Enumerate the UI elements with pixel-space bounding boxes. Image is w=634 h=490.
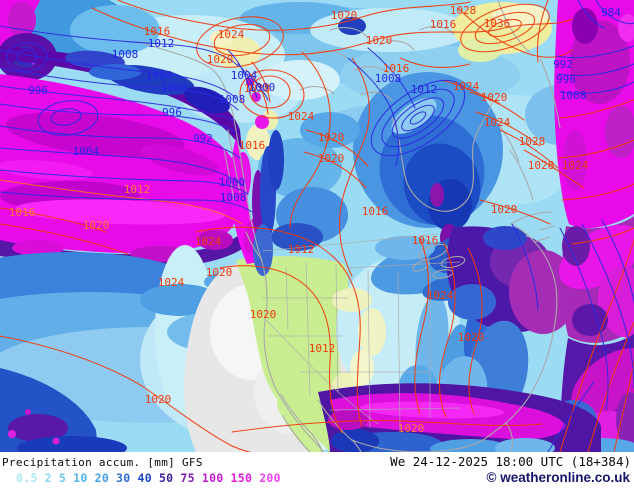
legend-value: 50 [158,471,174,485]
isobar-label: 1036 [484,17,511,30]
isobar-label: 1028 [450,4,477,17]
isobar-blue-layer [0,0,634,452]
isobar-label: 1020 [398,422,425,435]
copyright-label: © weatheronline.co.uk [486,470,630,485]
isobar-label: 1016 [362,205,389,218]
isobar-label: 1024 [158,276,185,289]
precip-scale-legend: 0.5 2 5 10 20 30 40 50 75 100 150 200 [16,471,281,485]
isobar-label: 1020 [481,91,508,104]
footer: Precipitation accum. [mm] GFS We 24-12-2… [0,452,634,490]
isobar-label: 1000 [249,81,276,94]
legend-value: 30 [116,471,131,485]
isobar-label: 1012 [411,83,438,96]
isobar-label-layer: 1016 102410201020101610281036102010281024… [9,4,622,435]
isobar-label: 1020 [318,152,345,165]
isobar-label: 996 [28,84,48,97]
isobar-label: 1020 [318,131,345,144]
isobar-label: 1024 [195,235,222,248]
isobar-label: 1016 [239,139,266,152]
isobar-label: 992 [553,58,573,71]
precipitation-map: 1016 1024 1020 1020 1016 1028 1036 1020 1028 1024… [0,0,634,452]
isobar-label: 1020 [331,9,358,22]
isobar-label: 1012 [148,37,175,50]
map-canvas: 1016 102410201020101610281036102010281024… [0,0,634,452]
isobar-label: 1016 [383,62,410,75]
isobar-label: 1024 [453,80,480,93]
isobar-label: 984 [601,6,621,19]
isobar-label: 1024 [288,110,315,123]
isobar-label: 1020 [83,219,110,232]
valid-time-label: We 24-12-2025 18:00 UTC (18+384) [390,454,631,469]
isobar-label: 1020 [207,53,234,66]
isobar-label: 1016 [430,18,457,31]
isobar-label: 1012 [309,342,336,355]
isobar-label: 1024 [484,116,511,129]
isobar-label: 1020 [250,308,277,321]
isobar-label: 1028 [244,82,271,95]
isobar-label: 1024 [562,159,589,172]
legend-value: 10 [73,471,88,485]
isobar-label: 1000 [219,176,246,189]
footer-title-row: Precipitation accum. [mm] GFS We 24-12-2… [0,452,634,469]
isobar-label: 1008 [112,48,139,61]
coastline-layer [139,0,561,452]
isobar-label: 1016 [412,234,439,247]
legend-value: 40 [137,471,152,485]
legend-value: 2 [44,471,52,485]
isobar-label: 1020 [206,266,233,279]
legend-value: 5 [58,471,67,485]
isobar-label: 1008 [375,72,402,85]
isobar-label: 1016 [9,206,36,219]
isobar-label: 1016 [144,25,171,38]
isobar-label: 1008 [220,191,247,204]
isobar-red-layer [0,0,634,452]
isobar-label: 1028 [519,135,546,148]
footer-legend-row: 0.5 2 5 10 20 30 40 50 75 100 150 200 © weatheronli… [0,469,634,485]
isobar-label: 1028 [528,159,555,172]
isobar-label: 996 [162,106,182,119]
legend-value: 20 [94,471,110,485]
isobar-label: 1004 [146,69,173,82]
legend-value: 100 [201,471,224,485]
isobar-label: 1004 [73,145,100,158]
isobar-label: 1020 [366,34,393,47]
isobar-label: 1020 [458,331,485,344]
isobar-label: 1008 [560,89,587,102]
isobar-label: 1024 [427,289,454,302]
isobar-label: 1004 [231,69,258,82]
isobar-label: 1024 [218,28,245,41]
isobar-label: 1012 [124,183,151,196]
isobar-label: 1020 [145,393,172,406]
isobar-label: 1020 [491,203,518,216]
legend-value: 0.5 [16,471,38,485]
legend-value: 200 [259,471,281,485]
isobar-label: 1000 [161,81,188,94]
legend-value: 150 [230,471,253,485]
isobar-label: 1008 [219,93,246,106]
isobar-label: 1012 [288,243,315,256]
product-title: Precipitation accum. [mm] GFS [2,456,203,469]
isobar-label: 996 [556,73,576,86]
legend-value: 75 [180,471,195,485]
isobar-label: 992 [193,132,213,145]
